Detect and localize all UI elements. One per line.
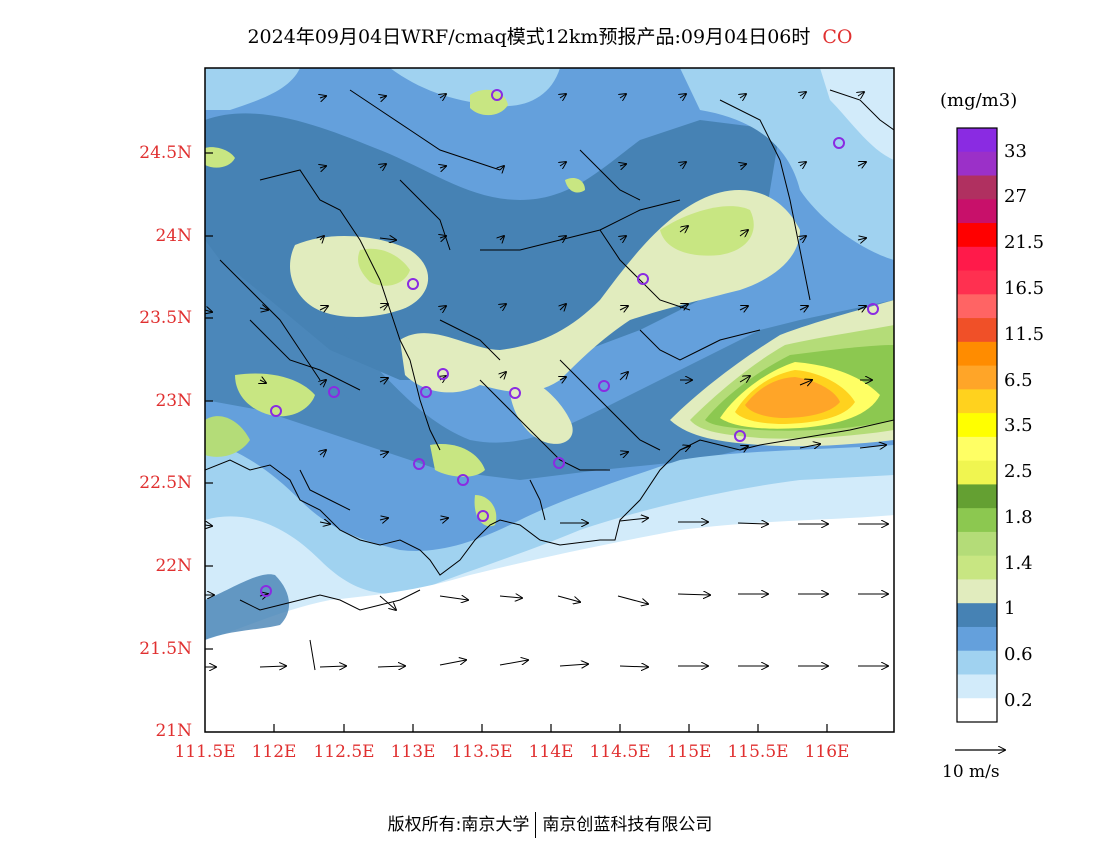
axis-ticks [205,152,828,732]
colorbar-segment [957,650,997,675]
footer-copyright: 版权所有:南京大学 南京创蓝科技有限公司 [0,810,1100,838]
colorbar-label: 0.6 [1004,644,1033,665]
colorbar-segment [957,365,997,390]
colorbar-segment [957,460,997,485]
station-markers [260,89,879,597]
colorbar-label: 1.4 [1004,553,1033,574]
lon-tick-label: 115E [666,742,712,762]
colorbar-segment [957,223,997,248]
lon-tick-label: 114E [528,742,574,762]
colorbar-segment [957,199,997,224]
lat-tick-label: 23N [155,391,192,411]
colorbar-segment [957,603,997,628]
lon-tick-label: 111.5E [174,742,236,762]
lat-tick-label: 21N [155,721,192,741]
map-frame [204,67,895,733]
colorbar-segment [957,698,997,723]
lat-tick-label: 21.5N [139,639,192,659]
lat-tick-label: 24.5N [139,143,192,163]
lon-tick-label: 112.5E [313,742,375,762]
wind-vectors [205,92,888,667]
colorbar-label: 6.5 [1004,370,1033,391]
colorbar-segment [957,531,997,557]
colorbar-label: 16.5 [1004,278,1045,299]
colorbar-segment [957,389,997,414]
lat-tick-label: 22.5N [139,473,192,493]
colorbar-label: 0.2 [1004,690,1033,711]
colorbar-segment [957,484,997,509]
lon-tick-label: 115.5E [727,742,789,762]
colorbar-label: 27 [1004,186,1027,207]
title-variable: CO [822,26,853,48]
colorbar [957,128,997,723]
colorbar-segment [957,294,997,319]
footer-right: 南京创蓝科技有限公司 [542,815,713,835]
vector-scale-label: 10 m/s [942,762,1000,782]
colorbar-label: 1.8 [1004,507,1033,528]
colorbar-frame [956,127,998,723]
colorbar-segment [957,270,997,295]
colorbar-segment [957,128,997,153]
colorbar-label: 11.5 [1004,324,1045,345]
colorbar-label: 21.5 [1004,232,1045,253]
colorbar-label: 1 [1004,598,1016,619]
colorbar-units: (mg/m3) [940,90,1018,111]
lon-tick-label: 113.5E [451,742,513,762]
concentration-field [205,68,894,732]
footer-left: 版权所有:南京大学 [387,815,530,835]
map-title: 2024年09月04日WRF/cmaq模式12km预报产品:09月04日06时 C… [0,22,1100,49]
footer-separator [535,812,537,838]
lat-tick-label: 23.5N [139,308,192,328]
colorbar-label: 33 [1004,141,1027,162]
colorbar-segment [957,151,997,177]
colorbar-segment [957,413,997,438]
colorbar-segment [957,508,997,533]
lon-tick-label: 113E [390,742,436,762]
boundary-lines [205,89,894,671]
colorbar-label: 3.5 [1004,415,1033,436]
colorbar-segment [957,579,997,604]
colorbar-segment [957,246,997,272]
colorbar-segment [957,341,997,367]
lat-tick-label: 22N [155,556,192,576]
colorbar-segment [957,436,997,462]
colorbar-segment [957,318,997,343]
colorbar-segment [957,175,997,200]
title-text: 2024年09月04日WRF/cmaq模式12km预报产品:09月04日06时 [247,26,811,48]
colorbar-segment [957,674,997,699]
colorbar-label: 2.5 [1004,461,1033,482]
lon-tick-label: 112E [251,742,297,762]
lon-tick-label: 114.5E [589,742,651,762]
colorbar-segment [957,555,997,580]
lat-tick-label: 24N [155,226,192,246]
colorbar-segment [957,626,997,652]
lon-tick-label: 116E [804,742,850,762]
